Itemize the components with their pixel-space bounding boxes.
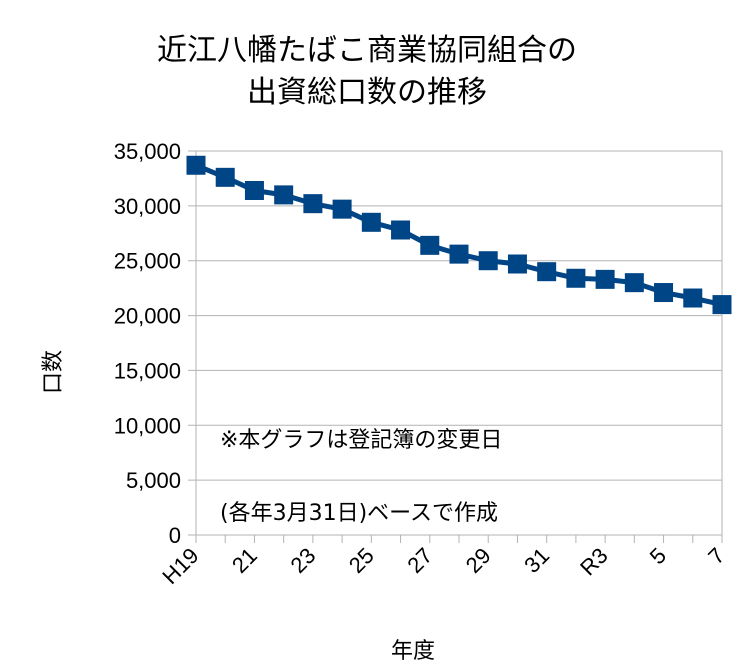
x-tick-label: 31 [519, 543, 554, 578]
x-tick-label: 5 [645, 543, 671, 569]
data-point-marker [303, 194, 323, 214]
data-point-marker [420, 235, 440, 255]
data-point-marker [507, 254, 527, 274]
x-tick-label: 27 [402, 543, 437, 578]
y-axis-label: 口数 [41, 350, 66, 394]
chart-note-line-2: (各年3月31日)ベースで作成 [220, 501, 498, 526]
data-point-marker [595, 269, 615, 289]
y-tick-label: 35,000 [114, 139, 181, 164]
x-tick-label: 25 [344, 543, 379, 578]
x-tick-label: 29 [461, 543, 496, 578]
data-point-marker [274, 185, 294, 205]
series-layer [186, 155, 732, 315]
chart-note-line-1: ※本グラフは登記簿の変更日 [220, 428, 502, 453]
y-axis-ticks: 0 5,000 10,000 15,000 20,000 25,000 30,000 35,0… [114, 139, 181, 548]
data-point-marker [624, 273, 644, 293]
data-point-marker [186, 155, 206, 175]
data-point-marker [712, 295, 732, 315]
x-axis-ticks: H19 21 23 25 27 29 31 R3 5 7 [157, 535, 730, 589]
data-point-marker [478, 251, 498, 271]
x-axis-label: 年度 [391, 639, 435, 664]
data-point-marker [361, 212, 381, 232]
data-point-marker [449, 244, 469, 264]
x-tick-label: 23 [285, 543, 320, 578]
chart-title-line-2: 出資総口数の推移 [247, 75, 487, 110]
x-tick-label: 21 [227, 543, 262, 578]
gridlines [188, 150, 723, 543]
data-point-marker [332, 199, 352, 219]
data-point-marker [244, 180, 264, 200]
y-tick-label: 10,000 [114, 413, 181, 438]
y-tick-label: 15,000 [114, 358, 181, 383]
y-tick-label: 5,000 [126, 468, 181, 493]
data-point-marker [683, 288, 703, 308]
x-tick-label: R3 [575, 543, 613, 581]
y-tick-label: 0 [169, 523, 181, 548]
y-tick-label: 25,000 [114, 249, 181, 274]
data-point-marker [654, 283, 674, 303]
data-point-marker [215, 167, 235, 187]
data-point-marker [391, 220, 411, 240]
x-tick-label: H19 [157, 543, 203, 589]
data-point-marker [566, 268, 586, 288]
y-tick-label: 30,000 [114, 194, 181, 219]
chart-title-line-1: 近江八幡たばこ商業協同組合の [157, 33, 577, 68]
data-point-marker [537, 262, 557, 282]
y-tick-label: 20,000 [114, 304, 181, 329]
x-tick-label: 7 [703, 543, 729, 569]
